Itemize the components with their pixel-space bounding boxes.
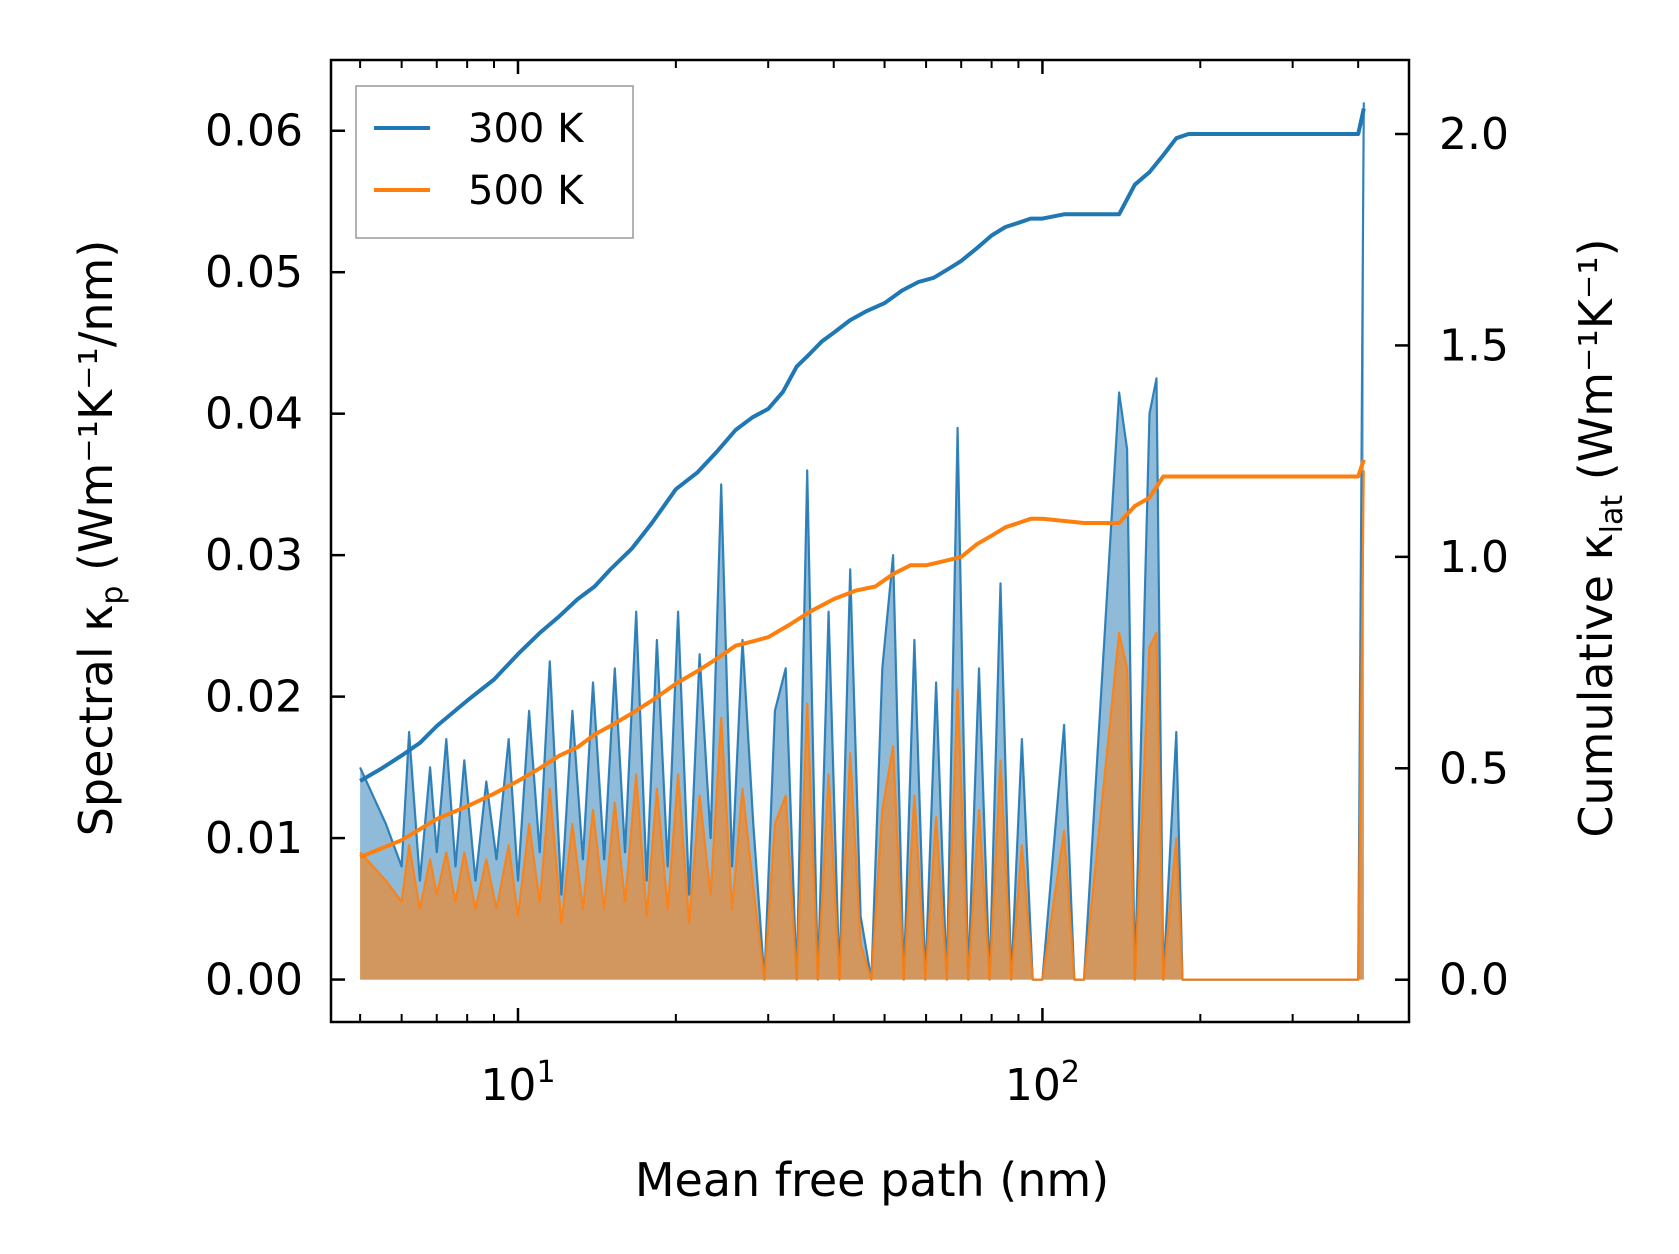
legend: 300 K 500 K [355, 85, 634, 239]
x-tick-label-exponent: 1 [536, 1055, 555, 1090]
ticks-layer: 0.00 0.01 0.02 0.03 0.04 0.05 0.06 0.0 0.5 1.0 1.5… [205, 60, 1509, 1111]
y-tick-label: 0.00 [205, 955, 303, 1006]
y2-axis-title: Cumulative κlat (Wm⁻¹K⁻¹) [1569, 238, 1630, 837]
y-axis-title-sub: p [95, 586, 130, 605]
y2-axis-title-unit: (Wm⁻¹K⁻¹) [1569, 238, 1623, 494]
y-tick-label: 0.04 [205, 389, 303, 440]
y-axis-title-unit: (Wm⁻¹K⁻¹/nm) [69, 240, 123, 586]
x-tick-label-base: 10 [480, 1060, 536, 1111]
series-layer [359, 102, 1366, 981]
y2-tick-label: 0.0 [1439, 955, 1509, 1006]
y-tick-label: 0.06 [205, 106, 303, 157]
x-tick-label-base: 10 [1005, 1060, 1061, 1111]
spectral-line-300k [359, 102, 1365, 981]
y-axis-title: Spectral κp (Wm⁻¹K⁻¹/nm) [69, 240, 130, 837]
legend-label-300k: 300 K [468, 106, 585, 152]
x-tick-label: 101 [480, 1055, 555, 1111]
y2-tick-label: 1.5 [1439, 320, 1509, 371]
cumulative-line-500k [359, 458, 1366, 859]
y-tick-label: 0.02 [205, 672, 303, 723]
y2-axis-title-main: Cumulative κ [1569, 533, 1623, 837]
y-tick-label: 0.01 [205, 813, 303, 864]
y-tick-label: 0.03 [205, 530, 303, 581]
cumulative-line-300k [359, 108, 1366, 783]
y2-tick-label: 2.0 [1439, 109, 1509, 160]
legend-box [355, 85, 634, 239]
y2-tick-label: 1.0 [1439, 532, 1509, 583]
y2-axis-title-sub: lat [1595, 495, 1630, 534]
spectral-area-500k [360, 470, 1364, 980]
x-tick-label: 102 [1005, 1055, 1080, 1111]
legend-label-500k: 500 K [468, 168, 585, 214]
y-axis-title-main: Spectral κ [69, 605, 123, 837]
x-tick-label-exponent: 2 [1061, 1055, 1080, 1090]
x-axis-title: Mean free path (nm) [635, 1153, 1109, 1207]
spectral-line-500k [359, 470, 1365, 981]
y-tick-label: 0.05 [205, 247, 303, 298]
plot-frame [329, 58, 1411, 1024]
y2-tick-label: 0.5 [1439, 743, 1509, 794]
